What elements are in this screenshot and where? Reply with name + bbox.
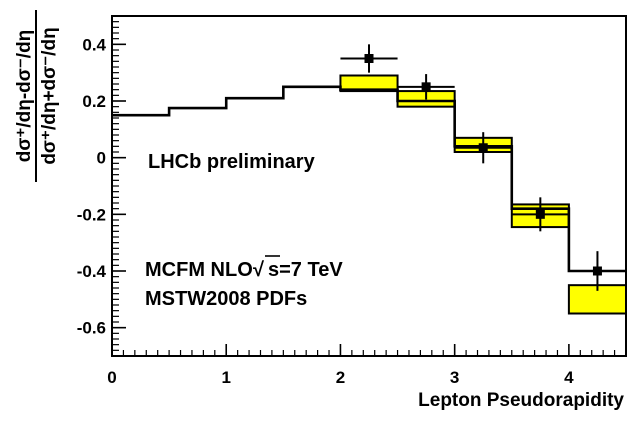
annotation-energy: s=7 TeV (268, 259, 343, 281)
x-tick-label: 1 (221, 368, 230, 387)
uncertainty-band-0 (339, 74, 399, 93)
x-axis-title: Lepton Pseudorapidity (418, 390, 624, 411)
x-tick-label: 4 (564, 368, 574, 387)
prediction-histogram (112, 85, 626, 273)
data-marker (478, 143, 488, 153)
data-point-2 (454, 132, 512, 164)
y-tick-label: -0.2 (77, 205, 106, 224)
annotation-lhcb-preliminary: LHCb preliminary (148, 151, 316, 173)
x-tick-label: 0 (107, 368, 116, 387)
uncertainty-bands (339, 74, 628, 315)
y-tick-label: 0.2 (82, 92, 106, 111)
y-tick-label: 0.4 (82, 35, 106, 54)
y-tick-label: -0.4 (77, 262, 107, 281)
data-point-3 (511, 197, 569, 232)
y-tick-label: 0 (97, 149, 106, 168)
prediction-line (112, 85, 626, 273)
data-marker (592, 266, 602, 276)
data-points (340, 44, 626, 291)
data-marker (535, 209, 545, 219)
data-marker (421, 82, 431, 92)
annotation-generator-name: MCFM NLO (145, 259, 253, 281)
data-point-4 (568, 251, 626, 291)
annotation-sqrt-symbol: √ (253, 259, 265, 281)
annotation-generator: MCFM NLO √ s=7 TeV (145, 255, 343, 281)
data-marker (364, 54, 374, 63)
annotation-pdf: MSTW2008 PDFs (145, 288, 307, 310)
axes: 0 1 2 3 4 0.4 0.2 0 -0.2 -0.4 -0.6 (77, 15, 627, 387)
x-tick-label: 3 (450, 368, 459, 387)
y-axis-title-denominator: dσ⁺/dη+dσ⁻/dη (39, 27, 60, 164)
y-axis-title-numerator: dσ⁺/dη-dσ⁻/dη (14, 30, 35, 163)
y-tick-label: -0.6 (77, 319, 106, 338)
data-point-1 (397, 74, 455, 100)
y-axis-title: dσ⁺/dη-dσ⁻/dη dσ⁺/dη+dσ⁻/dη (14, 10, 60, 182)
data-point-0 (340, 44, 398, 73)
x-tick-label: 2 (336, 368, 345, 387)
